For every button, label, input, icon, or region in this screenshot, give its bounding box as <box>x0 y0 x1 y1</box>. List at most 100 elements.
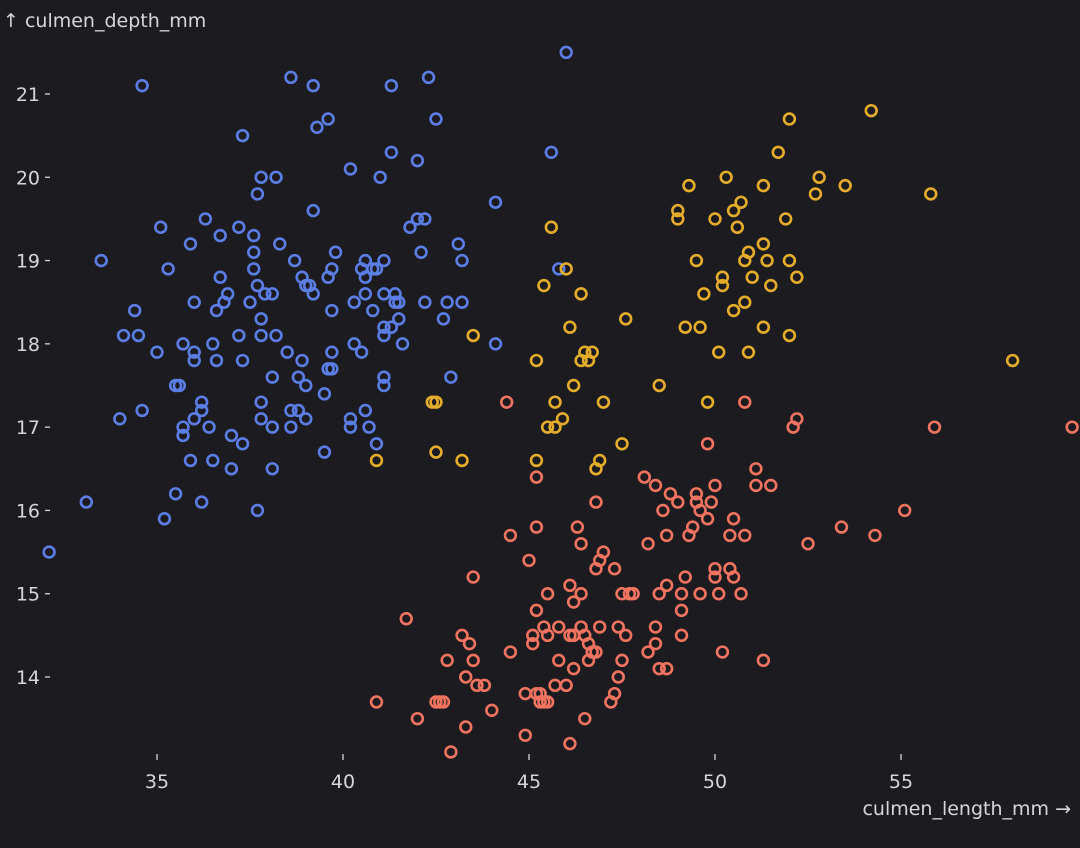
data-point <box>131 328 146 343</box>
data-point <box>429 445 443 459</box>
data-point <box>194 403 209 418</box>
data-point <box>566 378 581 393</box>
data-point <box>176 428 190 443</box>
data-point <box>459 670 473 684</box>
data-point <box>399 611 413 626</box>
data-point <box>247 228 261 243</box>
data-point <box>563 320 577 334</box>
data-point <box>782 328 797 343</box>
data-point <box>410 153 425 168</box>
data-point <box>607 562 622 576</box>
data-point <box>812 170 826 184</box>
data-point <box>611 620 625 634</box>
y-tick-label: 19 <box>16 251 40 273</box>
x-tick-label: 40 <box>331 771 355 793</box>
data-point <box>615 437 629 451</box>
data-point <box>574 537 588 551</box>
data-point <box>518 728 532 742</box>
data-point <box>566 661 581 676</box>
data-point <box>526 628 540 643</box>
data-point <box>537 278 551 293</box>
data-point <box>648 620 663 634</box>
data-point <box>213 270 227 284</box>
data-point <box>868 528 882 543</box>
data-point <box>592 453 607 468</box>
plot-area <box>42 45 1079 759</box>
data-point <box>697 287 711 301</box>
y-tick-label: 20 <box>16 167 40 189</box>
data-point <box>726 203 741 218</box>
data-point <box>760 253 774 268</box>
y-axis-title: ↑ culmen_depth_mm <box>3 10 206 32</box>
data-point <box>154 220 168 234</box>
y-tick-label: 15 <box>16 584 40 606</box>
x-tick-label: 45 <box>517 771 541 793</box>
data-point <box>310 120 324 135</box>
data-point <box>455 253 469 268</box>
data-point <box>700 395 715 409</box>
data-point <box>299 412 313 426</box>
data-point <box>708 478 722 493</box>
data-point <box>265 420 280 434</box>
data-point <box>499 395 514 409</box>
data-point <box>280 345 294 359</box>
data-point <box>578 711 592 726</box>
data-point <box>927 420 942 434</box>
data-point <box>749 462 763 476</box>
data-point <box>377 328 391 343</box>
data-point <box>161 262 175 276</box>
data-point <box>366 303 380 318</box>
data-point <box>689 487 704 501</box>
data-point <box>548 395 562 409</box>
data-point <box>663 487 678 501</box>
data-point <box>566 595 581 609</box>
data-point <box>369 695 384 709</box>
data-point <box>782 253 797 268</box>
data-point <box>764 478 778 493</box>
data-point <box>369 453 384 468</box>
data-point <box>466 653 480 668</box>
data-point <box>756 178 771 193</box>
data-point <box>377 253 391 268</box>
data-point <box>187 295 201 309</box>
data-point <box>250 278 265 293</box>
data-point <box>451 237 466 251</box>
data-point <box>343 162 358 176</box>
data-point <box>611 670 625 684</box>
data-point <box>648 478 663 493</box>
data-point <box>213 228 227 243</box>
data-point <box>254 170 268 184</box>
data-point <box>384 78 399 93</box>
data-point <box>343 420 358 434</box>
data-point <box>712 345 726 359</box>
data-point <box>738 295 752 309</box>
data-point <box>730 220 745 234</box>
data-point <box>529 470 544 484</box>
data-point <box>265 462 280 476</box>
data-point <box>206 453 220 468</box>
data-point <box>459 720 473 734</box>
data-point <box>258 287 272 301</box>
data-point <box>719 170 733 184</box>
data-point <box>444 745 458 759</box>
data-point <box>544 220 559 234</box>
data-point <box>392 295 406 309</box>
data-point <box>585 345 599 359</box>
data-point <box>224 428 239 443</box>
data-point <box>678 570 692 584</box>
x-tick-label: 55 <box>889 771 913 793</box>
data-point <box>488 337 503 351</box>
data-point <box>317 445 332 459</box>
data-point <box>559 678 573 693</box>
data-point <box>369 437 384 451</box>
data-point <box>187 412 201 426</box>
data-point <box>220 287 235 301</box>
data-point <box>377 370 391 384</box>
data-point <box>529 453 544 468</box>
data-point <box>700 437 715 451</box>
data-point <box>522 553 536 568</box>
data-point <box>526 636 540 651</box>
data-point <box>194 495 209 509</box>
data-point <box>734 587 748 601</box>
